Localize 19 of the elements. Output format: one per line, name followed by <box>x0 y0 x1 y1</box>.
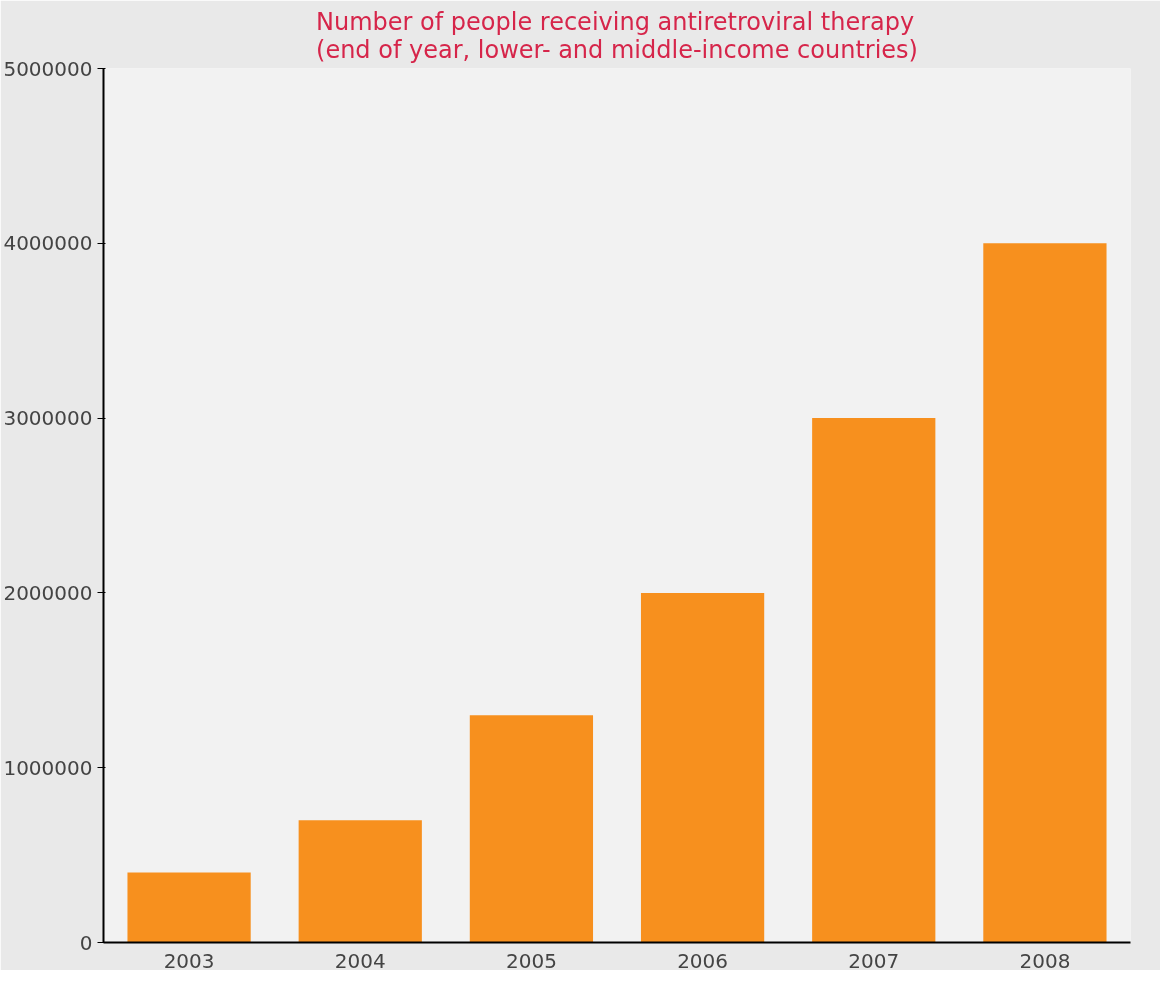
bar <box>812 418 936 943</box>
x-tick-label: 2006 <box>677 948 729 973</box>
x-tick-label: 2004 <box>334 948 386 973</box>
x-tick-label: 2007 <box>848 948 900 973</box>
y-tick-label: 4000000 <box>3 231 93 256</box>
y-tick-label: 5000000 <box>3 56 93 81</box>
y-tick-label: 1000000 <box>3 755 93 780</box>
bar <box>469 715 594 943</box>
y-tick-label: 2000000 <box>3 580 93 605</box>
bar <box>640 592 765 943</box>
x-tick-label: 2005 <box>505 948 557 973</box>
chart-title: Number of people receiving antiretroviral therapy (end of year, lower- and middle-income countries) <box>316 7 918 64</box>
y-tick-label: 0 <box>79 930 93 955</box>
y-tick-label: 3000000 <box>3 406 93 431</box>
x-tick-label: 2008 <box>1019 948 1071 973</box>
bar <box>127 872 251 943</box>
bar <box>298 820 422 943</box>
x-tick-label: 2003 <box>163 948 215 973</box>
bar <box>983 243 1107 943</box>
